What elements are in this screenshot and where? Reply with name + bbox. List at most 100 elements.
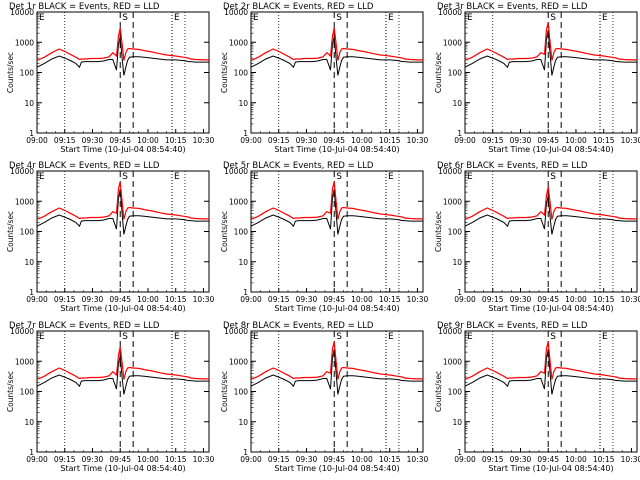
x-tick-label: 09:15	[268, 295, 290, 304]
y-tick-label: 1	[29, 448, 34, 457]
y-tick-label: 1	[457, 288, 462, 297]
x-tick-label: 09:30	[296, 136, 318, 145]
x-axis-label: Start Time (10-Jul-04 08:54:40)	[488, 464, 613, 473]
panel-title: Det 5r BLACK = Events, RED = LLD	[223, 161, 374, 171]
y-tick-label: 10	[24, 258, 34, 267]
x-tick-label: 10:00	[351, 136, 373, 145]
y-tick-label: 10000	[224, 167, 248, 176]
y-tick-label: 10	[452, 418, 462, 427]
y-tick-label: 1	[29, 288, 34, 297]
x-tick-label: 09:30	[510, 136, 532, 145]
plot-frame	[464, 11, 638, 134]
marker-label: E	[174, 172, 180, 182]
y-tick-label: 100	[20, 228, 35, 237]
x-tick-label: 09:30	[510, 295, 532, 304]
x-tick-label: 10:30	[621, 136, 640, 145]
x-axis-label: Start Time (10-Jul-04 08:54:40)	[60, 464, 185, 473]
x-tick-label: 10:30	[407, 136, 429, 145]
x-tick-label: 09:45	[109, 455, 131, 464]
x-tick-label: 09:00	[454, 136, 476, 145]
lld-series-line	[464, 22, 637, 62]
plot-frame	[464, 330, 638, 453]
y-axis-label: Counts/sec	[6, 52, 15, 93]
edge-marker-label: E	[39, 13, 45, 23]
lld-series-line	[36, 27, 209, 62]
lld-series-line	[36, 346, 209, 381]
x-tick-label: 09:45	[323, 455, 345, 464]
x-tick-label: 09:00	[240, 455, 262, 464]
x-tick-label: 09:45	[537, 295, 559, 304]
marker-label: S	[336, 332, 342, 342]
y-tick-label: 100	[448, 228, 463, 237]
y-tick-label: 10000	[224, 8, 248, 17]
x-tick-label: 10:30	[407, 295, 429, 304]
x-axis-label: Start Time (10-Jul-04 08:54:40)	[274, 464, 399, 473]
y-tick-label: 1000	[229, 197, 248, 206]
x-tick-label: 10:30	[621, 295, 640, 304]
x-tick-label: 10:15	[379, 295, 401, 304]
x-tick-label: 09:15	[482, 455, 504, 464]
lld-series-line	[464, 341, 637, 381]
marker-label: S	[122, 13, 128, 23]
x-tick-label: 09:00	[454, 455, 476, 464]
x-axis-label: Start Time (10-Jul-04 08:54:40)	[60, 145, 185, 154]
x-tick-label: 10:00	[565, 295, 587, 304]
x-tick-label: 09:00	[454, 295, 476, 304]
y-tick-label: 1	[457, 448, 462, 457]
x-tick-label: 09:30	[82, 455, 104, 464]
y-axis-label: Counts/sec	[434, 371, 443, 412]
y-axis-label: Counts/sec	[220, 52, 229, 93]
y-axis-label: Counts/sec	[6, 211, 15, 252]
x-tick-label: 09:30	[296, 295, 318, 304]
y-axis-label: Counts/sec	[434, 52, 443, 93]
y-tick-label: 1	[29, 129, 34, 138]
events-series-line	[250, 36, 423, 76]
plot-frame	[36, 330, 210, 453]
y-axis-label: Counts/sec	[6, 371, 15, 412]
edge-marker-label: E	[39, 332, 45, 342]
edge-marker-label: E	[253, 13, 259, 23]
x-tick-label: 09:15	[268, 136, 290, 145]
x-tick-label: 10:30	[407, 455, 429, 464]
y-tick-label: 1000	[15, 38, 34, 47]
y-tick-label: 100	[234, 228, 249, 237]
events-series-line	[464, 349, 637, 395]
y-tick-label: 1000	[15, 357, 34, 366]
marker-label: E	[602, 172, 608, 182]
y-tick-label: 1000	[443, 197, 462, 206]
y-tick-label: 100	[448, 388, 463, 397]
edge-marker-label: E	[253, 332, 259, 342]
x-axis-label: Start Time (10-Jul-04 08:54:40)	[274, 145, 399, 154]
y-tick-label: 1	[243, 129, 248, 138]
x-tick-label: 09:45	[109, 295, 131, 304]
edge-marker-label: E	[467, 13, 473, 23]
y-tick-label: 10	[24, 418, 34, 427]
panel-title: Det 8r BLACK = Events, RED = LLD	[223, 321, 374, 331]
x-tick-label: 09:15	[268, 455, 290, 464]
y-tick-label: 10000	[438, 8, 462, 17]
marker-label: S	[122, 172, 128, 182]
x-tick-label: 09:15	[482, 136, 504, 145]
y-tick-label: 1000	[443, 357, 462, 366]
y-tick-label: 10	[238, 418, 248, 427]
y-tick-label: 1000	[229, 38, 248, 47]
lld-series-line	[250, 181, 423, 221]
x-tick-label: 09:30	[296, 455, 318, 464]
x-tick-label: 10:00	[351, 295, 373, 304]
marker-label: S	[550, 172, 556, 182]
x-tick-label: 10:00	[137, 455, 159, 464]
plot-frame	[250, 170, 424, 293]
y-axis-label: Counts/sec	[434, 211, 443, 252]
x-axis-label: Start Time (10-Jul-04 08:54:40)	[488, 145, 613, 154]
x-tick-label: 09:15	[54, 136, 76, 145]
marker-label: S	[336, 13, 342, 23]
events-series-line	[36, 36, 209, 76]
marker-label: S	[122, 332, 128, 342]
x-tick-label: 10:15	[593, 136, 615, 145]
x-tick-label: 10:15	[593, 455, 615, 464]
events-series-line	[36, 189, 209, 235]
